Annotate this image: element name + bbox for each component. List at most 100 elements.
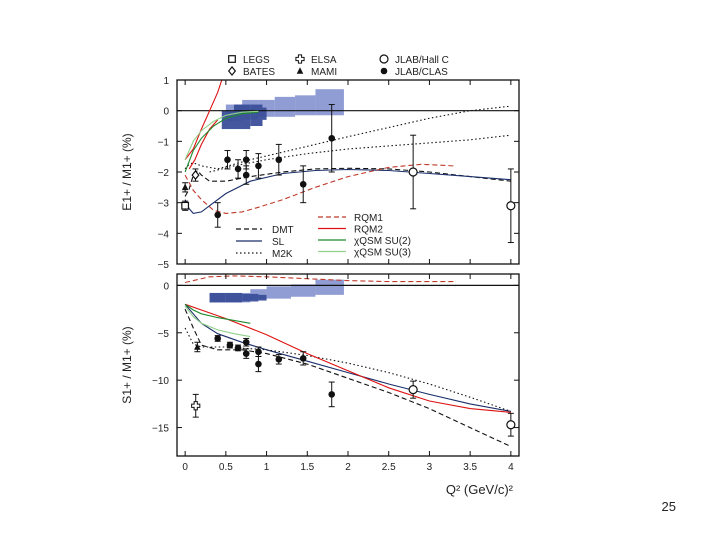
data-point [255,355,262,373]
data-point [234,159,242,179]
data-legend-label: MAMI [311,67,337,78]
model-curve [209,134,511,173]
y-tick-label: 0 [163,107,169,118]
data-legend-item: ELSA [295,54,337,66]
marker-filled-circle [328,391,336,398]
marker-open-circle [408,385,418,395]
model-curve [184,163,454,214]
data-point [242,337,250,347]
bottom-panel: 0 −5 −10 −15 0 0.5 1 1.5 2 2.5 3 3.5 4 S1+ / M1+ (%) Q… [120,273,520,497]
band-segment [315,279,344,295]
marker-filled-circle [275,356,283,363]
data-legend-label: JLAB/CLAS [395,67,448,78]
marker-filled-circle [226,341,234,349]
x-tick-label: 4 [508,462,514,473]
x-tick-label: 1 [264,462,270,473]
marker-filled-circle [214,211,222,219]
model-curve [184,303,251,324]
x-tick-label: 2.5 [382,462,396,473]
data-point [299,165,307,204]
model-legend-label: χQSM SU(2) [354,236,411,247]
marker-filled-triangle [181,183,189,191]
model-curve [184,111,259,173]
data-point [299,351,307,366]
y-tick-label: −5 [158,329,170,340]
model-curve [184,308,512,447]
y-tick-label: 0 [163,281,169,292]
marker-filled-circle [242,156,250,164]
model-curve [184,327,512,412]
band-segment [295,95,316,116]
data-point [181,182,189,193]
marker-open-circle [379,54,389,64]
marker-filled-circle [234,344,242,352]
band-segment [209,292,226,303]
data-legend-item: LEGS [228,55,270,66]
marker-open-square [228,55,236,63]
y-tick-label: −2 [158,168,170,179]
marker-open-circle [506,201,516,211]
data-point [255,153,262,179]
band-segment [274,96,296,117]
y-tick-label: 1 [163,76,169,87]
marker-filled-triangle [194,343,201,350]
marker-open-cross [295,54,305,64]
data-point [234,344,242,352]
marker-filled-circle [214,335,222,342]
model-legend-label: RQM2 [354,225,383,236]
model-legend-label: M2K [272,249,293,260]
data-point [242,165,250,185]
data-point [506,168,516,244]
marker-filled-circle [275,156,283,164]
data-legend-item: MAMI [296,67,337,78]
x-tick-label: 2 [345,462,351,473]
marker-filled-circle [224,156,231,164]
model-legend-label: DMT [272,225,294,236]
data-point [275,143,283,176]
band-segment [250,289,267,300]
band-segment [258,294,267,301]
data-legend-item: BATES [227,65,275,78]
marker-filled-circle [255,348,262,356]
data-point [224,150,231,170]
data-point [226,341,234,349]
model-legend-label: χQSM SU(3) [354,248,411,259]
data-legend-item: JLAB/CLAS [380,67,448,78]
y-axis-label: E1+ / M1+ (%) [120,133,134,210]
page-number: 25 [661,499,676,514]
data-legend-label: JLAB/Hall C [395,55,449,66]
marker-open-diamond [191,170,200,181]
marker-filled-circle [234,165,242,173]
data-point [506,412,516,437]
model-curve [184,303,511,412]
data-point [181,200,190,211]
data-point [214,335,222,342]
marker-open-diamond [227,65,237,77]
band-segment [266,286,291,299]
y-axis-label: S1+ / M1+ (%) [120,326,134,403]
data-legend-item: JLAB/Hall C [379,54,449,66]
model-curve [188,119,219,170]
y-tick-label: −3 [158,199,170,210]
marker-filled-circle [299,355,307,362]
band-segment [315,89,344,116]
marker-filled-circle [299,180,307,188]
marker-open-square [181,201,190,210]
marker-filled-circle [328,134,336,142]
x-tick-label: 3 [427,462,433,473]
data-legend-label: BATES [243,67,275,78]
band-segment [262,107,267,120]
data-point [242,348,250,359]
band-segment [250,104,263,126]
marker-filled-circle [242,338,250,346]
model-legend-label: RQM1 [354,213,383,224]
x-tick-label: 3.5 [463,462,477,473]
marker-open-circle [506,420,516,430]
x-tick-label: 1.5 [300,462,314,473]
band-segment [291,284,316,297]
data-legend-label: ELSA [311,55,337,66]
x-axis-label: Q² (GeV/c)² [446,482,514,497]
